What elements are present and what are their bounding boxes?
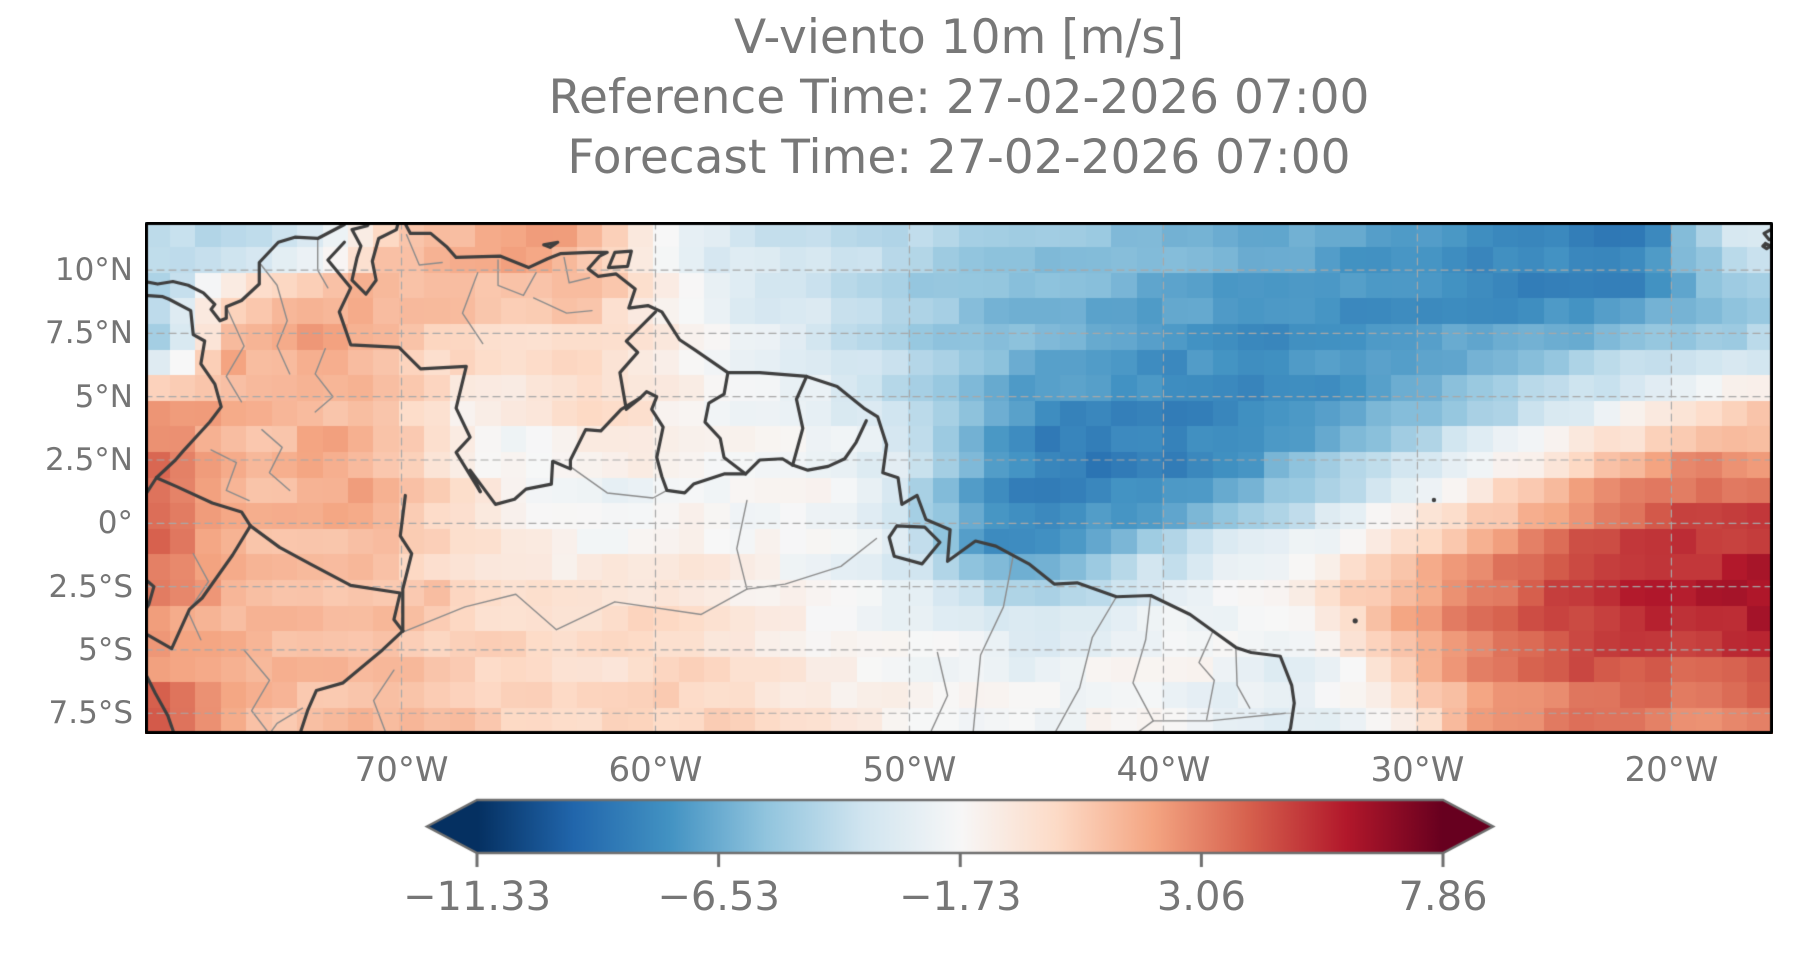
lat-tick-label: 5°N — [74, 378, 133, 415]
lon-tick-label: 20°W — [1624, 750, 1719, 790]
map-plot-area — [145, 222, 1773, 734]
lat-tick-label: 10°N — [54, 252, 133, 289]
title-variable: V-viento 10m [m/s] — [733, 10, 1185, 65]
colorbar-tick-label: −6.53 — [657, 874, 780, 920]
lat-tick-label: 2.5°N — [45, 442, 133, 479]
colorbar-tick-label: −11.33 — [402, 874, 552, 920]
colorbar — [415, 792, 1505, 872]
lon-tick-label: 40°W — [1116, 750, 1211, 790]
colorbar-tick-label: 7.86 — [1398, 874, 1488, 920]
title-forecast-time: Forecast Time: 27-02-2026 07:00 — [567, 130, 1351, 186]
lat-tick-label: 5°S — [78, 631, 133, 668]
lon-tick-label: 60°W — [608, 750, 703, 790]
lat-tick-label: 0° — [97, 505, 133, 542]
colorbar-tick-label: 3.06 — [1156, 874, 1246, 920]
figure-title: V-viento 10m [m/s] Reference Time: 27-02… — [145, 8, 1773, 188]
lon-tick-label: 50°W — [862, 750, 957, 790]
colorbar-tick-label: −1.73 — [898, 874, 1022, 920]
lat-tick-label: 2.5°S — [48, 568, 133, 605]
lon-tick-label: 30°W — [1370, 750, 1465, 790]
lat-tick-label: 7.5°N — [45, 315, 133, 352]
lat-tick-label: 7.5°S — [48, 695, 133, 732]
lon-tick-label: 70°W — [354, 750, 449, 790]
title-reference-time: Reference Time: 27-02-2026 07:00 — [548, 70, 1370, 126]
